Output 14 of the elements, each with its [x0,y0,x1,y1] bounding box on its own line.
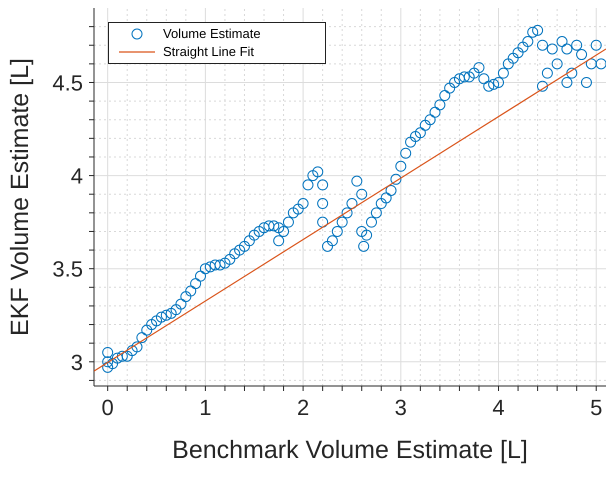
x-tick-label: 4 [492,395,505,420]
x-tick-label: 1 [199,395,212,420]
y-tick-label: 3 [70,350,83,375]
y-tick-label: 4.5 [52,70,83,96]
y-tick-label: 3.5 [52,256,83,282]
y-tick-label: 4 [70,164,83,189]
x-axis-title: Benchmark Volume Estimate [L] [172,436,528,464]
y-axis-title: EKF Volume Estimate [L] [6,58,34,336]
legend-label: Straight Line Fit [163,43,254,61]
x-tick-label: 2 [296,395,310,420]
x-tick-label: 0 [102,395,114,420]
legend-label: Volume Estimate [163,25,261,43]
x-tick-label: 3 [394,395,407,420]
x-tick-label: 5 [590,395,602,420]
